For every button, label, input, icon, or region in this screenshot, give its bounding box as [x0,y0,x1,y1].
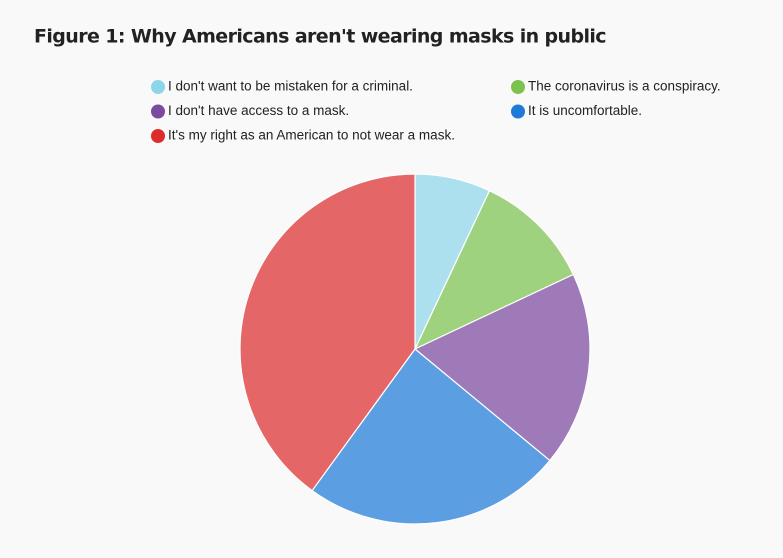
legend-label: It's my right as an American to not wear… [168,128,455,143]
pie-slice [413,189,575,351]
legend-label: It is uncomfortable. [528,103,642,118]
pie-slice [413,273,591,462]
legend-swatch [151,80,165,94]
legend-label: I don't have access to a mask. [168,103,349,118]
legend-swatch [511,80,525,94]
legend-swatch [511,104,525,119]
legend-swatch [151,129,165,143]
legend-label: The coronavirus is a conspiracy. [528,79,721,94]
pie-slice [239,173,416,492]
chart-title: Figure 1: Why Americans aren't wearing m… [34,26,606,48]
legend-label: I don't want to be mistaken for a crimin… [168,79,413,94]
pie-slice [311,348,551,525]
legend-swatch [151,104,165,119]
